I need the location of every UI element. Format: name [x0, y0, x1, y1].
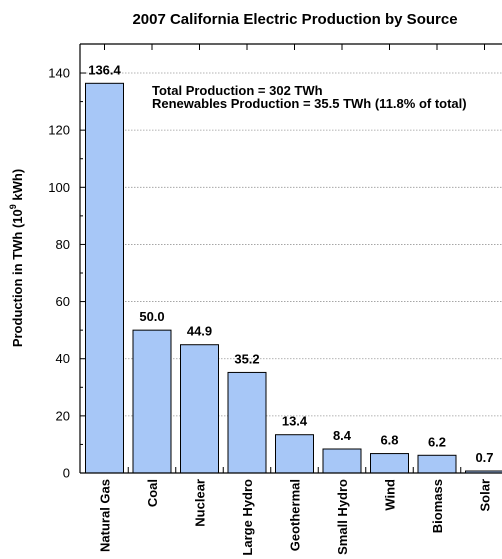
value-label: 13.4 [282, 414, 308, 429]
category-label: Large Hydro [240, 479, 255, 556]
annotation-renewables: Renewables Production = 35.5 TWh (11.8% … [152, 96, 467, 111]
annotation-total: Total Production = 302 TWh [152, 83, 323, 98]
value-label: 44.9 [187, 324, 212, 339]
bar [417, 454, 457, 474]
y-tick-label: 60 [56, 294, 70, 309]
value-label: 0.7 [475, 450, 493, 465]
bar [227, 371, 267, 474]
value-label: 136.4 [88, 62, 121, 77]
y-axis-label-superscript: 9 [8, 204, 18, 209]
category-label: Solar [478, 479, 493, 512]
bar [180, 344, 219, 474]
bar [370, 453, 409, 474]
ticks: 0 20 40 60 80 100 120 140 [48, 44, 485, 481]
bar [132, 329, 172, 474]
value-label: 35.2 [234, 351, 259, 366]
y-tick-label: 20 [56, 408, 70, 423]
category-labels: Natural Gas Coal Nuclear Large Hydro Geother… [98, 479, 493, 556]
category-label: Small Hydro [335, 479, 350, 555]
category-label: Wind [383, 479, 398, 511]
y-tick-label: 0 [63, 466, 70, 481]
category-label: Natural Gas [98, 479, 113, 552]
y-axis-label-main: Production in TWh (10 [10, 209, 25, 347]
chart-title: 2007 California Electric Production by S… [132, 11, 457, 28]
y-tick-label: 140 [48, 66, 70, 81]
value-label: 6.8 [380, 433, 398, 448]
y-axis-label: Production in TWh (109 kWh) [8, 169, 25, 347]
value-labels: 136.4 50.0 44.9 35.2 13.4 8.4 6.8 6.2 0.7 [88, 62, 493, 465]
y-tick-label: 120 [48, 123, 70, 138]
y-axis-label-tail: kWh) [10, 169, 25, 204]
category-label: Biomass [430, 479, 445, 533]
category-label: Geothermal [288, 479, 303, 551]
category-label: Nuclear [193, 479, 208, 527]
y-tick-label: 80 [56, 237, 70, 252]
value-label: 6.2 [428, 434, 446, 449]
bar [322, 448, 362, 474]
category-label: Coal [145, 479, 160, 507]
value-label: 50.0 [139, 309, 164, 324]
value-label: 8.4 [333, 428, 352, 443]
y-tick-label: 100 [48, 180, 70, 195]
y-tick-label: 40 [56, 351, 70, 366]
bar [85, 82, 124, 474]
bar [275, 434, 314, 474]
